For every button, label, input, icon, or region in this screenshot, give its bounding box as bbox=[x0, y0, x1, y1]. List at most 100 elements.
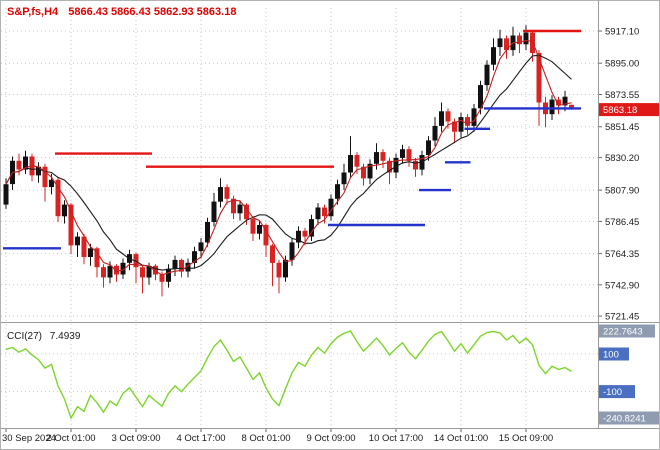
candle bbox=[328, 194, 334, 221]
candle bbox=[133, 252, 139, 284]
cci-max-badge-bg bbox=[599, 324, 655, 338]
candle bbox=[413, 157, 418, 177]
candle bbox=[250, 216, 256, 241]
price-axis-label: 5830.20 bbox=[605, 153, 639, 164]
candle bbox=[380, 149, 386, 169]
candle bbox=[62, 200, 67, 224]
price-axis-label: 5786.45 bbox=[605, 217, 639, 228]
candle bbox=[361, 163, 366, 186]
candle bbox=[315, 203, 321, 225]
candle bbox=[517, 32, 522, 53]
candle bbox=[270, 243, 275, 287]
price-chart-plot[interactable] bbox=[3, 25, 581, 297]
indicator-value: 7.4939 bbox=[50, 331, 81, 342]
cci-level-low-badge: -100 bbox=[603, 387, 622, 398]
time-axis-label: 4 Oct 17:00 bbox=[176, 433, 225, 444]
candle bbox=[224, 184, 230, 205]
candle bbox=[231, 195, 236, 220]
candle bbox=[497, 29, 503, 56]
time-axis-label: 15 Oct 09:00 bbox=[499, 433, 553, 444]
candle bbox=[120, 258, 126, 279]
candle bbox=[114, 264, 119, 282]
cci-min-badge-bg bbox=[599, 411, 659, 425]
time-axis-label: 2 Oct 01:00 bbox=[46, 433, 95, 444]
price-axis-label: 5851.45 bbox=[605, 122, 639, 133]
price-axis-label: 5873.55 bbox=[605, 90, 639, 101]
ma-slow-line bbox=[5, 54, 572, 271]
candle bbox=[166, 264, 171, 288]
candle bbox=[309, 214, 314, 241]
axes: 5917.10 5895.00 5873.55 5851.45 5830.20 5807.… bbox=[2, 27, 659, 444]
candle bbox=[140, 265, 145, 294]
cci-level-low-badge-bg bbox=[599, 385, 635, 399]
candle bbox=[367, 159, 373, 185]
candle bbox=[419, 150, 425, 176]
current-price-badge-bg bbox=[599, 103, 659, 117]
candle bbox=[439, 102, 444, 132]
candle bbox=[88, 243, 93, 266]
price-axis-label: 5917.10 bbox=[605, 27, 639, 38]
candle bbox=[289, 238, 295, 266]
candle bbox=[543, 96, 548, 128]
candle bbox=[159, 271, 165, 297]
candle bbox=[3, 178, 9, 209]
price-axis-label: 5807.90 bbox=[605, 186, 639, 197]
candle bbox=[218, 178, 223, 208]
candle bbox=[400, 144, 405, 164]
candle bbox=[296, 226, 301, 249]
candle bbox=[491, 38, 496, 71]
current-price-badge: 5863.18 bbox=[603, 105, 637, 116]
candle bbox=[101, 264, 106, 288]
cci-line bbox=[5, 330, 572, 420]
candle bbox=[341, 163, 347, 190]
symbol-label: S&P,fs,H4 bbox=[7, 6, 59, 18]
candle bbox=[153, 264, 158, 281]
candle bbox=[237, 200, 243, 221]
chart-header: S&P,fs,H4 5866.43 5866.43 5862.93 5863.1… bbox=[7, 6, 236, 18]
candle bbox=[29, 153, 35, 182]
candle bbox=[354, 152, 360, 174]
cci-max-badge: 222.7643 bbox=[603, 327, 643, 338]
candle bbox=[445, 108, 451, 129]
time-axis-label: 9 Oct 09:00 bbox=[306, 433, 355, 444]
ma-fast-line bbox=[5, 40, 572, 276]
time-axis-label: 3 Oct 09:00 bbox=[111, 433, 160, 444]
cci-indicator-plot[interactable] bbox=[5, 330, 572, 420]
cci-level-high-badge-bg bbox=[599, 347, 629, 361]
candle bbox=[276, 259, 282, 294]
time-axis-label: 14 Oct 01:00 bbox=[434, 433, 488, 444]
candle bbox=[458, 112, 464, 138]
cci-min-badge: -240.8241 bbox=[603, 414, 646, 425]
candle bbox=[198, 238, 204, 259]
candle bbox=[205, 217, 210, 247]
candle bbox=[335, 179, 340, 205]
indicator-name: CCI(27) bbox=[7, 331, 42, 342]
candle bbox=[536, 50, 542, 126]
candle bbox=[172, 255, 178, 276]
time-axis-label: 10 Oct 17:00 bbox=[369, 433, 423, 444]
candle bbox=[510, 26, 516, 56]
candle bbox=[244, 203, 249, 225]
candle bbox=[471, 104, 477, 132]
cci-level-high-badge: 100 bbox=[603, 350, 619, 361]
candle bbox=[484, 60, 490, 91]
candle bbox=[283, 255, 288, 282]
ohlc-values: 5866.43 5866.43 5862.93 5863.18 bbox=[68, 6, 236, 18]
grid-lines bbox=[1, 8, 598, 428]
price-axis-label: 5895.00 bbox=[605, 59, 639, 70]
candle bbox=[81, 233, 87, 265]
price-axis-label: 5721.45 bbox=[605, 312, 639, 323]
time-axis-label: 8 Oct 01:00 bbox=[241, 433, 290, 444]
candle bbox=[211, 192, 217, 227]
candle bbox=[23, 150, 28, 174]
candle bbox=[432, 117, 438, 147]
candle bbox=[75, 232, 80, 257]
candle bbox=[348, 136, 353, 179]
candle bbox=[523, 25, 529, 51]
candle bbox=[42, 163, 48, 202]
price-axis-label: 5742.90 bbox=[605, 280, 639, 291]
candle bbox=[192, 246, 197, 269]
indicator-label: CCI(27) 7.4939 bbox=[7, 331, 81, 342]
candle bbox=[257, 220, 262, 240]
